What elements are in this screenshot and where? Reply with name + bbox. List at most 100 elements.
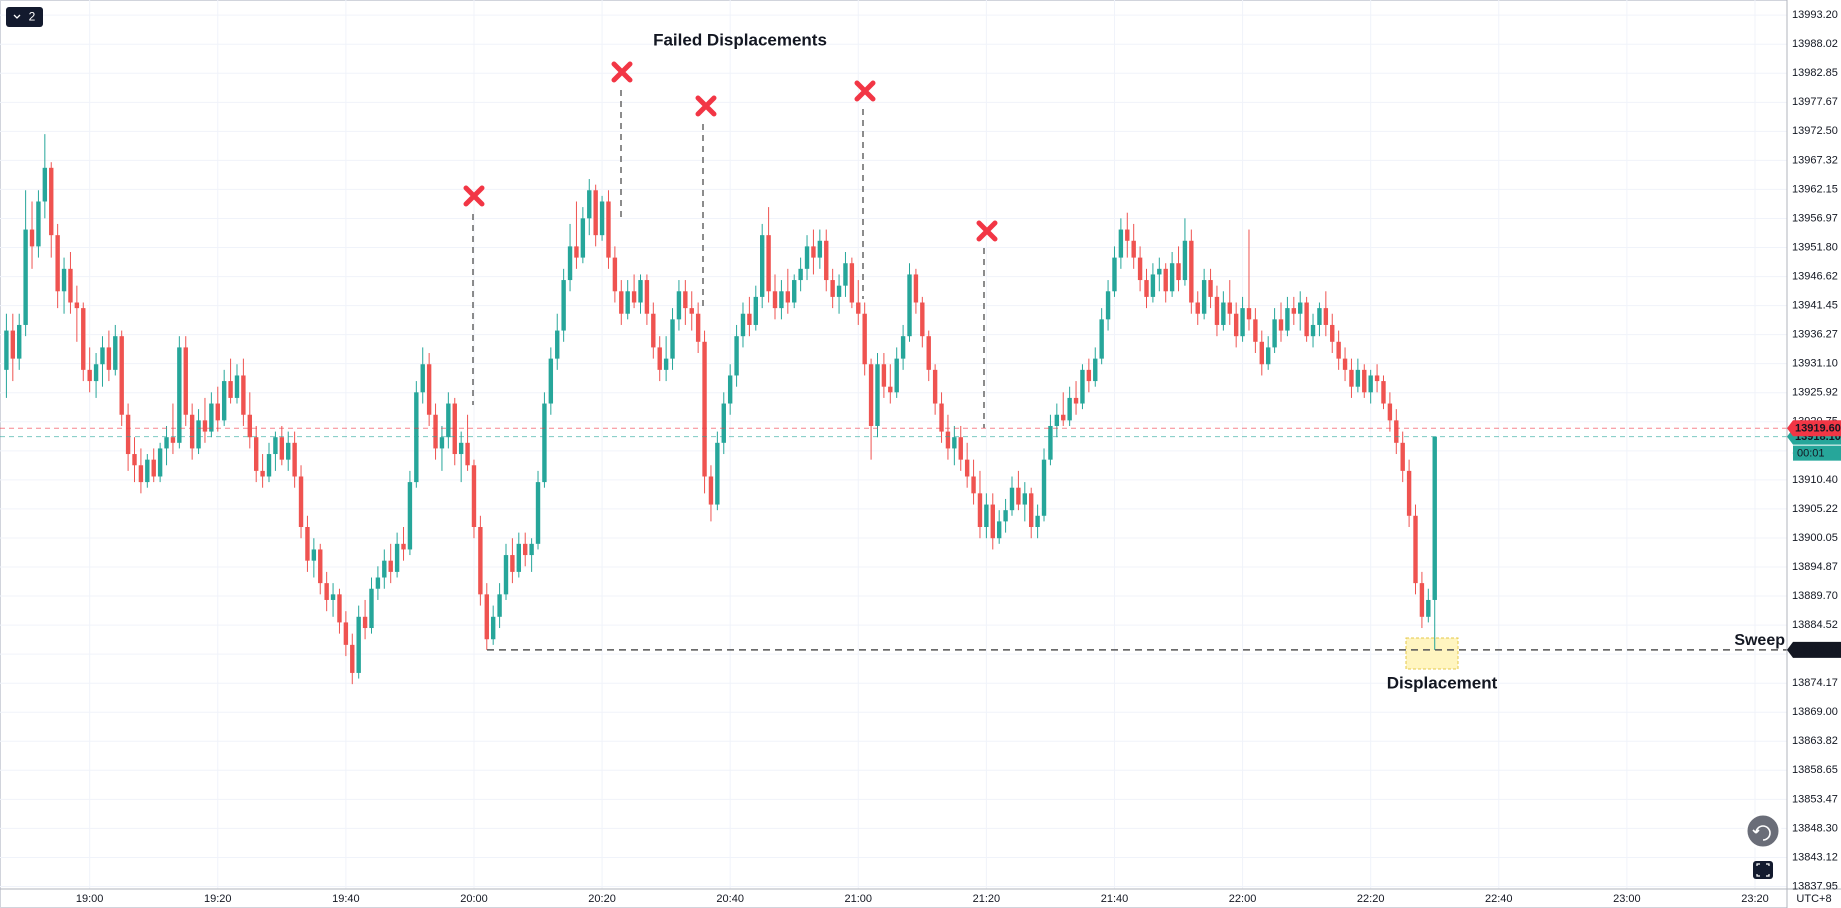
candle-body — [1195, 302, 1200, 314]
candle-body — [683, 291, 688, 309]
candle-body — [1009, 487, 1015, 511]
candle-body — [446, 403, 451, 438]
candle-body — [266, 454, 272, 477]
candle-body — [318, 549, 323, 584]
x-tick-label: 22:00 — [1229, 893, 1257, 905]
candle-body — [1246, 308, 1252, 320]
candle-body — [548, 358, 554, 404]
candle-body — [234, 375, 240, 398]
candle-body — [1374, 375, 1380, 382]
candle-body — [567, 246, 573, 281]
candle-body — [772, 291, 778, 309]
y-tick-label: 13858.65 — [1792, 764, 1838, 776]
candle-body — [1099, 319, 1104, 359]
candle-body — [375, 577, 381, 589]
candle-body — [1041, 459, 1047, 516]
candle-body — [523, 543, 528, 556]
candle-body — [497, 594, 502, 617]
candle-body — [510, 555, 515, 572]
x-tick-label: 22:40 — [1485, 893, 1513, 905]
candle-body — [740, 313, 746, 337]
replay-button[interactable] — [1744, 812, 1782, 850]
candle-body — [1419, 583, 1425, 617]
candle-body — [1137, 257, 1143, 281]
candle-body — [1093, 358, 1098, 382]
candle-body — [241, 375, 246, 415]
candle-body — [926, 336, 931, 370]
candle-body — [356, 616, 361, 673]
candle-body — [657, 347, 662, 370]
candle-body — [1426, 599, 1431, 617]
y-tick-label: 13977.67 — [1792, 96, 1838, 108]
candle-body — [1086, 369, 1092, 382]
screenshot-button[interactable] — [1753, 861, 1773, 879]
annotation-lines — [472, 90, 1459, 670]
candle-body — [81, 308, 86, 370]
candle-body — [1067, 397, 1072, 421]
candle-body — [1227, 302, 1232, 314]
candle-body — [1278, 319, 1284, 331]
candle-body — [439, 437, 445, 449]
candle-body — [535, 482, 541, 544]
candle-body — [1080, 369, 1085, 404]
candle-body — [215, 403, 220, 421]
candle-body — [106, 347, 112, 370]
annotation-displacement: Displacement — [1387, 673, 1498, 692]
candle-body — [1150, 274, 1156, 297]
candle-body — [87, 369, 92, 382]
candle-body — [1118, 229, 1124, 258]
candle-body — [478, 527, 483, 595]
candle-body — [36, 201, 41, 247]
candle-body — [1157, 268, 1162, 275]
price-label-bg — [1787, 420, 1841, 437]
candle-body — [977, 493, 983, 528]
candle-body — [189, 414, 195, 449]
candle-body — [625, 291, 630, 314]
candle-body — [145, 459, 150, 483]
candle-body — [1201, 280, 1207, 314]
annotation-title: Failed Displacements — [653, 30, 827, 49]
candle-body — [1176, 263, 1181, 281]
candle-body — [971, 476, 976, 494]
candle-body — [1317, 308, 1322, 325]
candle-body — [875, 364, 880, 426]
y-tick-label: 13910.40 — [1792, 474, 1838, 486]
candle-body — [68, 268, 73, 303]
annotation-sweep: Sweep — [1734, 632, 1785, 649]
candle-body — [61, 268, 67, 292]
candle-body — [433, 414, 438, 449]
layout-badge[interactable]: 2 — [6, 7, 43, 27]
candle-body — [1349, 369, 1354, 387]
candle-body — [1189, 240, 1194, 303]
candle-body — [907, 274, 912, 337]
timezone[interactable]: UTC+8 — [1796, 893, 1831, 905]
candle-body — [964, 459, 970, 477]
countdown: 00:01 — [1797, 448, 1825, 460]
candle-body — [458, 442, 464, 455]
candle-body — [1323, 308, 1329, 325]
candle-body — [1400, 442, 1405, 471]
candle-body — [984, 504, 989, 528]
candle-body — [362, 616, 368, 629]
candle-body — [990, 504, 995, 539]
x-tick-label: 23:00 — [1613, 893, 1641, 905]
candle-body — [55, 235, 60, 292]
y-tick-label: 13894.87 — [1792, 561, 1838, 573]
candle-body — [612, 257, 618, 292]
candle-body — [164, 437, 169, 449]
candle-body — [1112, 257, 1117, 292]
candle-body — [369, 588, 374, 629]
candle-body — [631, 291, 637, 303]
candle-body — [394, 543, 400, 572]
candle-body — [183, 347, 188, 415]
candle-body — [1073, 397, 1079, 404]
price-lines — [0, 427, 1787, 651]
badge-bg — [6, 7, 43, 27]
candle-body — [952, 437, 957, 449]
candle-body — [151, 459, 156, 477]
x-tick-label: 19:00 — [76, 893, 104, 905]
candle-body — [599, 201, 605, 236]
candle-body — [759, 235, 765, 297]
